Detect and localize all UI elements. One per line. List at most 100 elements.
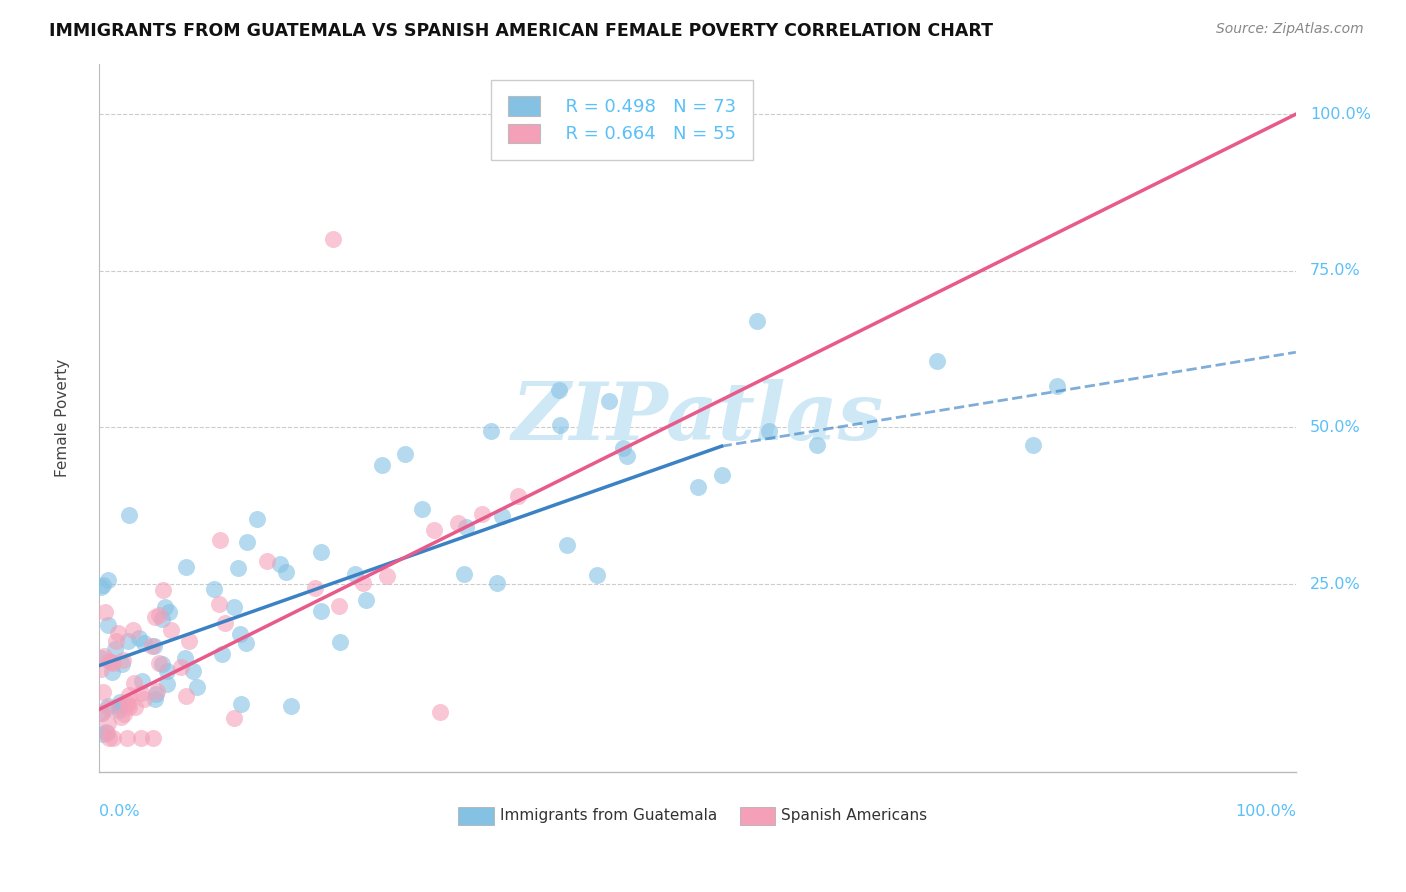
Point	[747, 314, 769, 328]
Point	[115, 731, 138, 745]
FancyBboxPatch shape	[740, 807, 775, 825]
Point	[806, 438, 828, 452]
Point	[112, 653, 135, 667]
Point	[1045, 379, 1067, 393]
Point	[108, 699, 131, 714]
FancyBboxPatch shape	[458, 807, 495, 825]
Point	[411, 501, 433, 516]
Point	[98, 654, 121, 668]
Point	[586, 568, 609, 582]
Point	[453, 566, 475, 581]
Point	[90, 662, 112, 676]
Point	[148, 608, 170, 623]
Point	[174, 689, 197, 703]
Point	[97, 618, 120, 632]
Point	[105, 633, 128, 648]
Point	[352, 576, 374, 591]
Point	[134, 692, 156, 706]
Point	[322, 232, 344, 246]
Point	[121, 623, 143, 637]
Text: 100.0%: 100.0%	[1234, 804, 1296, 819]
Point	[214, 615, 236, 630]
Point	[491, 509, 513, 524]
Text: Source: ZipAtlas.com: Source: ZipAtlas.com	[1216, 22, 1364, 37]
Point	[115, 695, 138, 709]
Point	[91, 685, 114, 699]
Point	[90, 580, 112, 594]
Point	[97, 701, 120, 715]
Point	[170, 660, 193, 674]
Point	[456, 520, 478, 534]
Point	[96, 725, 118, 739]
Point	[204, 582, 226, 597]
Point	[547, 383, 569, 397]
Point	[97, 699, 120, 714]
Point	[93, 727, 115, 741]
Point	[91, 578, 114, 592]
Point	[111, 657, 134, 672]
Point	[309, 604, 332, 618]
Point	[112, 707, 135, 722]
Point	[108, 703, 131, 717]
Point	[485, 576, 508, 591]
Point	[229, 626, 252, 640]
Text: 100.0%: 100.0%	[1310, 107, 1371, 121]
Point	[246, 512, 269, 526]
Point	[107, 625, 129, 640]
Text: 0.0%: 0.0%	[100, 804, 141, 819]
Text: Female Poverty: Female Poverty	[55, 359, 69, 477]
Point	[710, 467, 733, 482]
Point	[208, 533, 231, 548]
Point	[186, 680, 208, 694]
Point	[211, 647, 233, 661]
Point	[97, 716, 120, 731]
Point	[145, 687, 167, 701]
Point	[208, 597, 231, 611]
Point	[101, 656, 124, 670]
Text: 50.0%: 50.0%	[1310, 420, 1361, 435]
Point	[356, 593, 378, 607]
Point	[91, 706, 114, 720]
Point	[150, 612, 173, 626]
Point	[103, 731, 125, 745]
Point	[309, 545, 332, 559]
Point	[548, 418, 571, 433]
Point	[224, 711, 246, 725]
Point	[925, 353, 948, 368]
Point	[148, 656, 170, 670]
Point	[612, 441, 634, 455]
Text: ZIPatlas: ZIPatlas	[512, 379, 884, 457]
Point	[98, 731, 121, 745]
Point	[447, 516, 470, 531]
Point	[616, 450, 638, 464]
Point	[156, 677, 179, 691]
Point	[145, 692, 167, 706]
Text: IMMIGRANTS FROM GUATEMALA VS SPANISH AMERICAN FEMALE POVERTY CORRELATION CHART: IMMIGRANTS FROM GUATEMALA VS SPANISH AME…	[49, 22, 993, 40]
Point	[394, 446, 416, 460]
Point	[329, 634, 352, 648]
Point	[101, 665, 124, 680]
Point	[129, 686, 152, 700]
Point	[479, 424, 502, 438]
Point	[97, 573, 120, 587]
Point	[423, 523, 446, 537]
Point	[231, 698, 253, 712]
Point	[132, 636, 155, 650]
Point	[124, 700, 146, 714]
Point	[118, 508, 141, 522]
Point	[142, 639, 165, 653]
Point	[90, 706, 112, 721]
Point	[235, 636, 257, 650]
Point	[157, 605, 180, 619]
Point	[174, 650, 197, 665]
Point	[598, 393, 620, 408]
Point	[122, 676, 145, 690]
Point	[224, 600, 246, 615]
Point	[508, 490, 530, 504]
Point	[226, 560, 249, 574]
Point	[269, 557, 291, 571]
Point	[118, 688, 141, 702]
Point	[256, 554, 278, 568]
Point	[152, 583, 174, 598]
Point	[686, 480, 709, 494]
